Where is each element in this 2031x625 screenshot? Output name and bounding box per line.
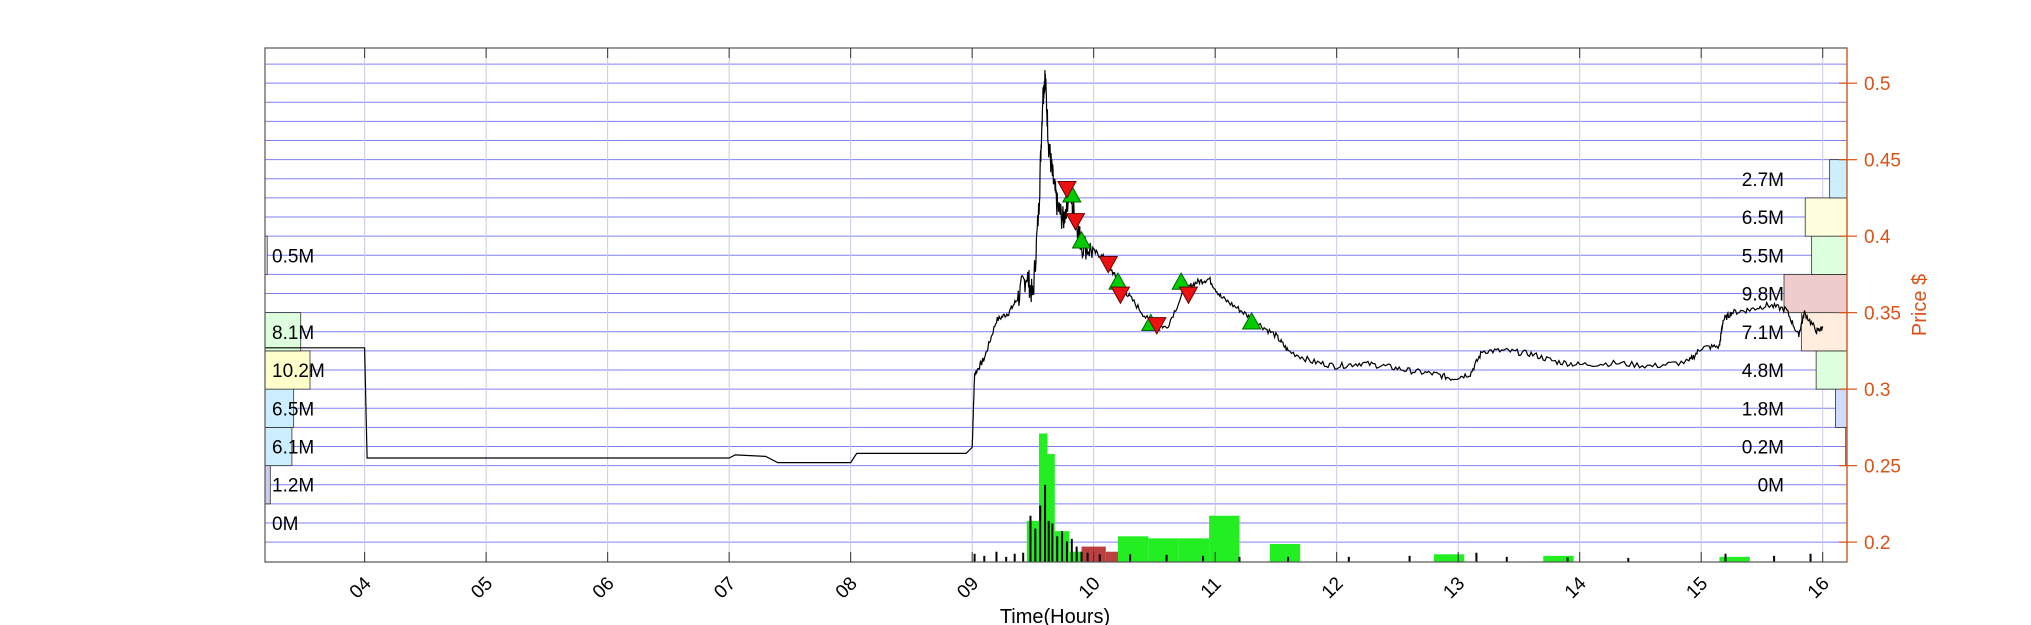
- volume-bar-green: [1209, 515, 1240, 562]
- volume-profile-right-label: 1.8M: [1742, 399, 1784, 420]
- volume-profile-left-label: 6.1M: [272, 438, 314, 459]
- x-axis-title: Time(Hours): [1000, 606, 1110, 625]
- volume-profile-right: 0M 0.2M 1.8M 4.8M 7.1M 9.8M 5.5M 6.5M 2.7M: [1742, 159, 1848, 497]
- volume-profile-left: 0M 1.2M 6.1M 6.5M 10.2M 8.1M 0.5M: [264, 235, 325, 535]
- sell-marker: [1065, 213, 1086, 231]
- volume-profile-right-label: 0.2M: [1742, 438, 1784, 459]
- volume-profile-right-label: 7.1M: [1742, 323, 1784, 344]
- volume-profile-left-label: 10.2M: [272, 361, 325, 382]
- volume-bar-green: [1433, 554, 1465, 562]
- volume-profile-left-label: 6.5M: [272, 399, 314, 420]
- volume-bar-green: [1148, 538, 1179, 562]
- volume-profile-right-label: 4.8M: [1742, 361, 1784, 382]
- volume-bar-green: [1047, 454, 1055, 562]
- volume-bar-red: [1105, 551, 1118, 562]
- sell-marker: [1146, 317, 1167, 335]
- y-tick-label: 0.25: [1864, 457, 1901, 478]
- sell-marker: [1178, 286, 1199, 305]
- volume-profile-right-bar: [1800, 312, 1848, 352]
- buy-marker: [1241, 311, 1262, 330]
- volume-bar-green: [1543, 555, 1574, 562]
- volume-profile-left-bar: [264, 465, 271, 505]
- volume-bar-green: [1178, 538, 1210, 562]
- volume-bar-green: [1117, 536, 1149, 562]
- volume-profile-left-bar: [264, 350, 311, 390]
- y-tick-label: 0.3: [1864, 380, 1890, 401]
- volume-profile-right-bar: [1829, 159, 1848, 199]
- y-axis-title: Price $: [1909, 274, 1931, 336]
- volume-bar-green: [1269, 544, 1301, 562]
- sell-marker: [1098, 255, 1119, 274]
- volume-bar-green: [1026, 520, 1039, 562]
- volume-profile-left-label: 8.1M: [272, 323, 314, 344]
- volume-bar-green: [1038, 433, 1048, 562]
- volume-profile-left-bar: [264, 388, 295, 428]
- y-tick-label: 0.4: [1864, 227, 1891, 248]
- volume-profile-right-label: 6.5M: [1742, 208, 1784, 229]
- buy-marker: [1071, 230, 1092, 249]
- y-tick-label: 0.35: [1864, 304, 1901, 325]
- volume-bar-green: [1069, 551, 1082, 562]
- volume-profile-right-bar: [1815, 350, 1848, 390]
- y-tick-label: 0.2: [1864, 533, 1890, 554]
- y-tick-label: 0.45: [1864, 151, 1901, 172]
- trade-markers: [1057, 181, 1262, 335]
- sell-marker: [1057, 181, 1077, 199]
- y-tick-label: 0.5: [1864, 74, 1890, 95]
- volume-bars: [973, 433, 1812, 562]
- volume-profile-left-bar: [264, 312, 302, 352]
- volume-profile-right-bar: [1835, 388, 1848, 428]
- volume-profile-right-bar: [1804, 197, 1848, 237]
- volume-profile-right-bar: [1811, 235, 1848, 275]
- volume-profile-left-label: 0M: [272, 514, 298, 535]
- volume-bar-green: [1719, 556, 1750, 562]
- volume-profile-left-label: 0.5M: [272, 246, 314, 267]
- volume-profile-left-label: 1.2M: [272, 476, 314, 497]
- volume-profile-right-label: 0M: [1758, 476, 1784, 497]
- volume-profile-right-label: 2.7M: [1742, 170, 1784, 191]
- volume-profile-right-bar: [1783, 274, 1848, 314]
- volume-profile-right-label: 5.5M: [1742, 246, 1784, 267]
- volume-profile-right-label: 9.8M: [1742, 285, 1784, 306]
- sell-marker: [1110, 286, 1131, 305]
